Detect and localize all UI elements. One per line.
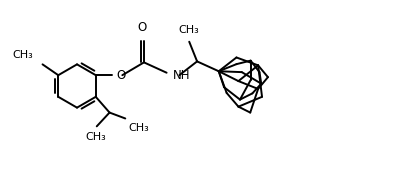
Text: CH₃: CH₃ <box>85 132 106 142</box>
Text: CH₃: CH₃ <box>128 123 149 133</box>
Text: O: O <box>116 69 126 82</box>
Text: O: O <box>138 21 147 34</box>
Text: NH: NH <box>172 69 190 82</box>
Text: CH₃: CH₃ <box>179 25 200 35</box>
Text: CH₃: CH₃ <box>12 50 33 60</box>
